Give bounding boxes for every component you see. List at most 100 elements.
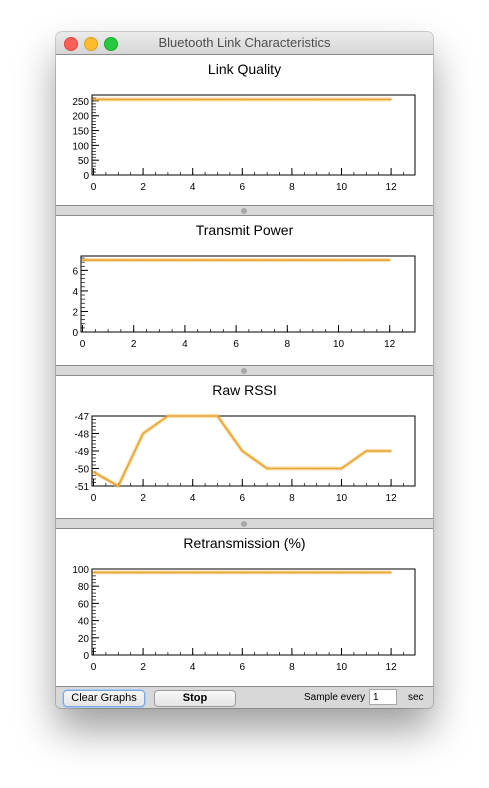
chart-title: Transmit Power [195,222,294,238]
data-point [363,259,365,261]
split-divider[interactable] [56,206,433,215]
transmit-power-chart: 0 2 4 6 0 2 4 6 8 10 12 [72,255,416,350]
divider-handle-icon[interactable] [241,521,247,527]
x-tick-label: 12 [386,662,398,673]
x-tick-label: 8 [289,182,295,193]
data-point [266,467,268,470]
y-tick-label: 60 [78,599,90,610]
x-tick-label: 2 [131,339,137,350]
x-tick-label: 10 [336,662,348,673]
x-tick-label: 2 [140,662,146,673]
data-point [158,259,161,261]
data-point [241,450,244,452]
x-tick-label: 0 [91,662,97,673]
x-tick-label: 2 [140,182,146,193]
divider-handle-icon[interactable] [241,208,247,214]
data-point [241,571,244,574]
chart-title: Retransmission (%) [183,535,306,551]
data-point [340,571,343,574]
y-tick-label: 250 [72,97,89,108]
data-point [142,98,144,101]
data-point [337,259,340,261]
data-point [92,98,95,101]
x-tick-label: 6 [240,662,246,673]
bottom-toolbar: Clear Graphs Stop Sample every sec [56,687,433,708]
data-point [191,98,194,101]
x-tick-label: 4 [190,662,196,673]
divider-handle-icon[interactable] [241,368,247,374]
minimize-button[interactable] [84,37,98,51]
split-divider[interactable] [56,519,433,528]
raw-rssi-chart: -51 -50 -49 -48 -47 0 2 4 6 8 10 12 [75,412,416,504]
transmit-power-pane: Transmit Power 0 2 4 6 0 2 4 6 8 10 12 [56,215,433,366]
x-tick-label: 12 [386,182,398,193]
split-divider[interactable] [56,366,433,375]
x-tick-label: 4 [190,182,196,193]
x-tick-label: 12 [386,493,398,504]
link-quality-chart: 0 50 100 150 200 250 0 2 4 6 8 10 12 [72,94,416,193]
data-point [235,259,237,261]
x-tick-label: 8 [289,493,295,504]
data-point [365,450,368,452]
data-point [291,98,293,101]
data-point [142,432,144,435]
y-tick-label: 4 [72,287,78,298]
y-tick-label: 100 [72,565,89,576]
y-tick-label: -48 [75,430,90,441]
y-tick-label: -50 [75,465,90,476]
data-point [390,98,392,101]
y-tick-label: 6 [72,266,78,277]
zoom-button[interactable] [104,37,118,51]
data-point [142,571,144,574]
data-point [388,259,391,261]
y-tick-label: -47 [75,412,90,423]
data-point [117,571,120,574]
retransmission-pane: Retransmission (%) 0 20 40 60 80 100 0 2 4 6 8 10 12 [56,528,433,687]
data-point [315,467,318,470]
data-point [340,467,343,470]
title-bar[interactable]: Bluetooth Link Characteristics [56,32,433,55]
y-tick-label: 200 [72,112,89,123]
x-tick-label: 12 [384,339,396,350]
data-point [132,259,135,261]
data-point [291,571,293,574]
data-point [216,571,219,574]
data-point [117,485,120,487]
y-tick-label: 80 [78,582,90,593]
data-point [92,471,95,473]
data-point [260,259,263,261]
plot-frame [80,255,416,333]
data-point [209,259,212,261]
app-window: Bluetooth Link Characteristics Link Qual… [56,32,433,708]
y-tick-label: 2 [72,307,78,318]
y-tick-label: 50 [78,156,90,167]
x-tick-label: 6 [240,493,246,504]
close-button[interactable] [64,37,78,51]
x-tick-label: 10 [333,339,345,350]
chart-title: Link Quality [207,61,282,77]
data-point [117,98,120,101]
clear-graphs-button[interactable]: Clear Graphs [63,690,145,707]
data-point [167,415,169,417]
sample-unit-label: sec [408,692,424,703]
stop-button[interactable]: Stop [154,690,236,707]
data-point [241,98,244,101]
data-point [390,571,392,574]
data-point [191,571,194,574]
data-point [81,259,84,261]
data-point [167,98,169,101]
data-point [216,98,219,101]
retransmission-chart: 0 20 40 60 80 100 0 2 4 6 8 10 12 [72,565,416,673]
data-point [184,259,186,261]
plot-frame [91,415,416,487]
y-tick-label: 0 [72,328,78,339]
sample-label: Sample every [304,692,366,703]
y-tick-label: -51 [75,482,90,493]
data-point [266,98,268,101]
sample-interval-input[interactable] [369,689,397,705]
x-tick-label: 6 [233,339,239,350]
data-point [266,571,268,574]
x-tick-label: 2 [140,493,146,504]
data-point [365,98,368,101]
x-tick-label: 10 [336,493,348,504]
